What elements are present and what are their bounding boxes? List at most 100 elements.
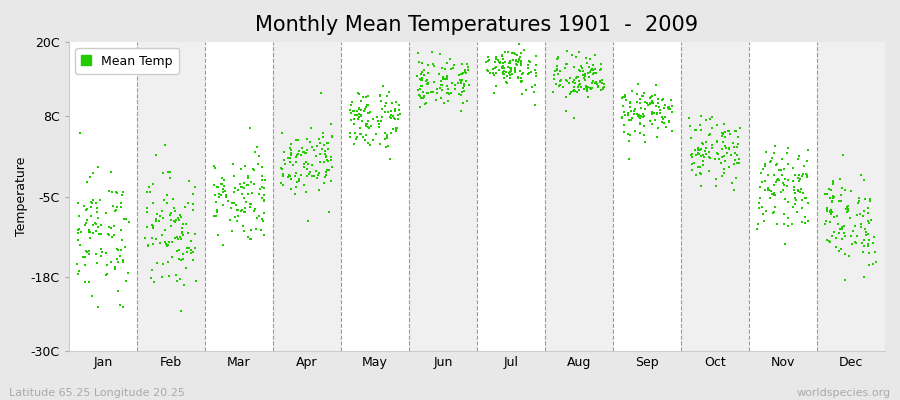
Point: [577, 86, 591, 92]
Point: [363, 142, 377, 148]
Point: [770, 176, 785, 182]
Point: [109, 207, 123, 214]
Point: [318, 147, 332, 154]
Point: [618, 94, 633, 100]
Point: [508, 66, 523, 72]
Point: [80, 206, 94, 212]
Point: [230, 206, 244, 213]
Point: [112, 302, 127, 308]
Point: [653, 109, 668, 116]
Point: [350, 90, 365, 96]
Point: [855, 240, 869, 246]
Point: [179, 220, 194, 227]
Point: [388, 108, 402, 115]
Point: [184, 250, 198, 257]
Point: [636, 93, 651, 99]
Point: [581, 84, 596, 91]
Point: [454, 77, 469, 84]
Point: [550, 66, 564, 73]
Point: [840, 204, 854, 210]
Point: [436, 100, 451, 106]
Point: [850, 200, 865, 206]
Point: [820, 208, 834, 214]
Point: [517, 47, 531, 54]
Point: [461, 67, 475, 74]
Point: [841, 208, 855, 214]
Point: [369, 131, 383, 138]
Point: [633, 129, 647, 136]
Point: [823, 239, 837, 246]
Point: [622, 156, 636, 163]
Point: [319, 153, 333, 159]
Point: [312, 187, 327, 194]
Point: [589, 70, 603, 76]
Point: [698, 116, 713, 123]
Point: [843, 188, 858, 195]
Point: [825, 199, 840, 206]
Point: [662, 106, 677, 112]
Point: [839, 206, 853, 212]
Point: [835, 184, 850, 191]
Point: [141, 184, 156, 190]
Point: [659, 124, 673, 130]
Point: [235, 207, 249, 213]
Point: [452, 90, 466, 97]
Point: [829, 235, 843, 241]
Point: [662, 118, 677, 124]
Point: [382, 89, 396, 96]
Point: [225, 200, 239, 206]
Point: [311, 172, 326, 179]
Point: [380, 134, 394, 141]
Point: [175, 230, 189, 236]
Point: [502, 59, 517, 66]
Point: [238, 204, 252, 211]
Point: [440, 76, 454, 82]
Point: [292, 176, 306, 182]
Point: [514, 50, 528, 56]
Point: [420, 90, 435, 96]
Point: [682, 114, 697, 121]
Point: [651, 125, 665, 131]
Point: [358, 106, 373, 112]
Point: [168, 219, 183, 225]
Point: [458, 69, 473, 76]
Point: [857, 208, 871, 214]
Point: [791, 186, 806, 193]
Point: [454, 71, 469, 77]
Point: [711, 151, 725, 158]
Point: [623, 132, 637, 138]
Point: [414, 77, 428, 83]
Point: [546, 89, 561, 96]
Point: [416, 89, 430, 95]
Point: [758, 161, 772, 167]
Point: [243, 236, 257, 242]
Point: [764, 158, 778, 164]
Point: [551, 54, 565, 60]
Point: [216, 201, 230, 208]
Point: [824, 211, 838, 218]
Point: [384, 115, 399, 121]
Point: [662, 118, 676, 125]
Point: [301, 160, 315, 167]
Point: [228, 185, 242, 191]
Point: [158, 238, 172, 245]
Point: [225, 228, 239, 234]
Point: [163, 174, 177, 181]
Point: [146, 180, 160, 187]
Point: [296, 149, 310, 155]
Point: [550, 66, 564, 72]
Point: [83, 234, 97, 241]
Point: [780, 199, 795, 206]
Point: [687, 160, 701, 166]
Point: [701, 154, 716, 161]
Point: [168, 208, 183, 215]
Point: [170, 278, 184, 284]
Point: [508, 61, 523, 67]
Point: [166, 218, 181, 224]
Point: [377, 136, 392, 142]
Point: [347, 141, 362, 147]
Point: [693, 183, 707, 189]
Point: [623, 99, 637, 105]
Point: [586, 62, 600, 68]
Point: [275, 182, 290, 189]
